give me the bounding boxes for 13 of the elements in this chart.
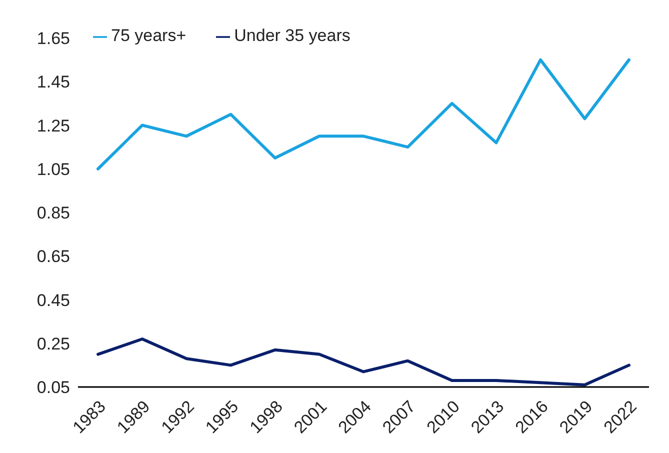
y-tick-label: 0.85	[36, 204, 70, 223]
y-tick-label: 0.45	[36, 290, 70, 310]
legend-label: Under 35 years	[234, 26, 350, 45]
y-tick-label: 0.05	[36, 378, 70, 398]
line-series	[96, 338, 630, 386]
y-tick-label: 0.65	[36, 247, 70, 266]
y-tick-label: 1.25	[36, 116, 70, 136]
y-tick-label: 0.25	[36, 334, 70, 354]
line-series	[96, 58, 630, 170]
legend-label: 75 years+	[111, 26, 186, 45]
y-tick-label: 1.05	[36, 160, 70, 179]
y-tick-label: 1.65	[36, 29, 70, 48]
y-tick-label: 1.45	[36, 72, 70, 92]
